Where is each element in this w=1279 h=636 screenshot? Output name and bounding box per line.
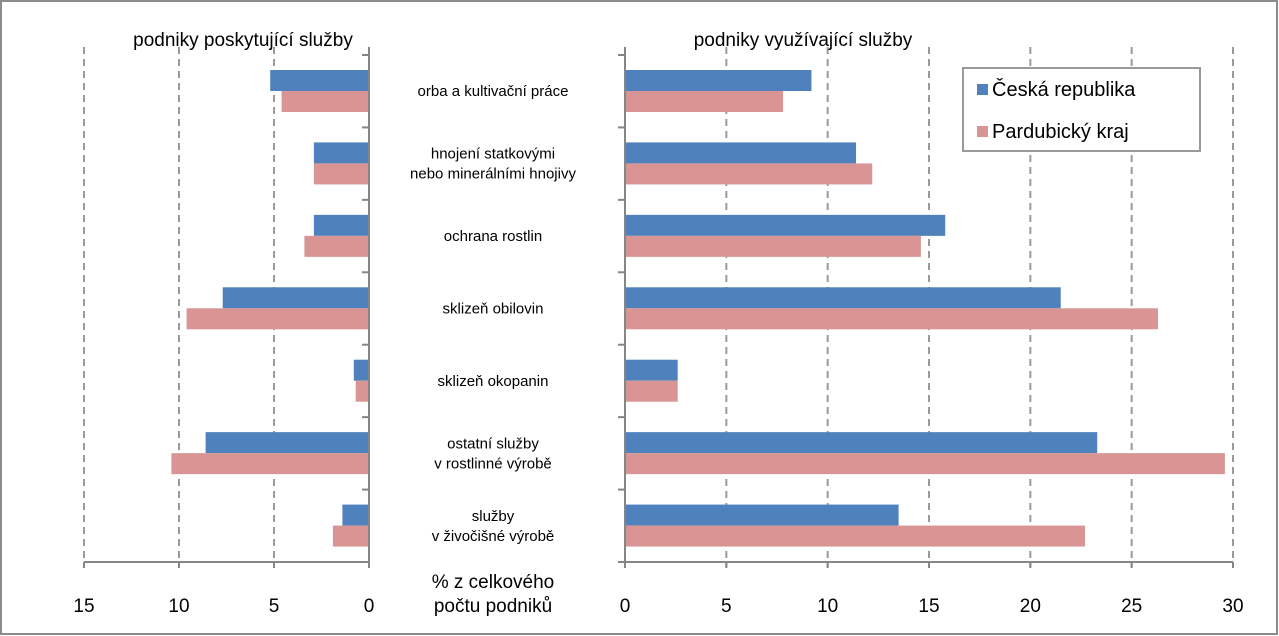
category-label-sklizen-okopanin-line1: sklizeň okopanin <box>438 373 549 390</box>
right-panel-title: podniky využívající služby <box>694 30 913 51</box>
legend-swatch-ceska-republika <box>977 84 988 95</box>
bar-right-ceska-republika-hnojeni-statkovymi-nebo-mineralnimi-hnojivy <box>625 142 857 164</box>
category-label-hnojeni-statkovymi-nebo-mineralnimi-hnojivy-line1: hnojení statkovými <box>431 146 555 163</box>
bar-right-pardubicky-kraj-ostatni-sluzby-v-rostlinne-vyrobe <box>625 453 1225 475</box>
x-axis-label-line1: % z celkového <box>432 572 555 593</box>
bar-left-pardubicky-kraj-sluzby-v-zivocisne-vyrobe <box>332 525 369 547</box>
category-label-ostatni-sluzby-v-rostlinne-vyrobe-line1: ostatní služby <box>447 435 539 452</box>
bar-left-pardubicky-kraj-ostatni-sluzby-v-rostlinne-vyrobe <box>171 453 369 475</box>
bar-left-ceska-republika-sklizen-obilovin <box>222 287 369 309</box>
x-tick-label-left-5: 5 <box>269 596 280 617</box>
category-label-ostatni-sluzby-v-rostlinne-vyrobe-line2: v rostlinné výrobě <box>434 455 552 472</box>
x-tick-label-right-0: 0 <box>620 596 631 617</box>
bar-right-pardubicky-kraj-ochrana-rostlin <box>625 235 921 257</box>
category-label-sklizen-obilovin-line1: sklizeň obilovin <box>443 301 544 318</box>
x-tick-label-left-15: 15 <box>73 596 94 617</box>
category-label-sluzby-v-zivocisne-vyrobe-line2: v živočišné výrobě <box>432 528 555 545</box>
bar-left-ceska-republika-orba-a-kultivacni-prace <box>270 70 369 91</box>
bar-left-pardubicky-kraj-sklizen-obilovin <box>186 308 369 330</box>
bar-right-ceska-republika-ochrana-rostlin <box>625 214 946 236</box>
bar-right-ceska-republika-sluzby-v-zivocisne-vyrobe <box>625 504 899 526</box>
left-panel-title: podniky poskytující služby <box>133 30 353 51</box>
bar-right-ceska-republika-ostatni-sluzby-v-rostlinne-vyrobe <box>625 432 1098 454</box>
bar-right-ceska-republika-sklizen-obilovin <box>625 287 1061 309</box>
x-tick-label-right-25: 25 <box>1121 596 1142 617</box>
bar-right-pardubicky-kraj-sklizen-okopanin <box>625 380 678 402</box>
bar-right-pardubicky-kraj-sluzby-v-zivocisne-vyrobe <box>625 525 1086 547</box>
bar-right-ceska-republika-orba-a-kultivacni-prace <box>625 70 812 91</box>
category-label-sluzby-v-zivocisne-vyrobe-line1: služby <box>472 508 515 525</box>
bar-left-ceska-republika-sklizen-okopanin <box>353 359 369 381</box>
legend-label-ceska-republika: Česká republika <box>992 78 1136 101</box>
x-axis-label-line2: počtu podniků <box>434 596 552 617</box>
x-tick-label-right-20: 20 <box>1020 596 1041 617</box>
bar-right-ceska-republika-sklizen-okopanin <box>625 359 678 381</box>
legend-label-pardubicky-kraj: Pardubický kraj <box>992 121 1129 143</box>
x-tick-label-right-10: 10 <box>817 596 838 617</box>
bar-left-pardubicky-kraj-orba-a-kultivacni-prace <box>281 91 369 112</box>
bar-left-ceska-republika-ostatni-sluzby-v-rostlinne-vyrobe <box>205 432 369 454</box>
bar-right-pardubicky-kraj-hnojeni-statkovymi-nebo-mineralnimi-hnojivy <box>625 163 873 185</box>
x-tick-label-right-30: 30 <box>1222 596 1243 617</box>
category-labels: orba a kultivační práce hnojení statkovým… <box>410 83 576 545</box>
x-tick-label-right-15: 15 <box>918 596 939 617</box>
bar-right-pardubicky-kraj-sklizen-obilovin <box>625 308 1159 330</box>
category-label-hnojeni-statkovymi-nebo-mineralnimi-hnojivy-line2: nebo minerálními hnojivy <box>410 166 576 183</box>
axes-layer <box>83 47 1234 568</box>
bar-left-ceska-republika-hnojeni-statkovymi-nebo-mineralnimi-hnojivy <box>313 142 369 164</box>
bar-left-pardubicky-kraj-sklizen-okopanin <box>355 380 369 402</box>
bar-left-pardubicky-kraj-hnojeni-statkovymi-nebo-mineralnimi-hnojivy <box>313 163 369 185</box>
legend: Česká republika Pardubický kraj <box>962 67 1201 152</box>
bar-left-ceska-republika-sluzby-v-zivocisne-vyrobe <box>342 504 369 526</box>
tick-labels: 15 10 5 0 0 5 10 15 20 25 30 <box>73 596 1243 617</box>
bars-layer <box>171 70 1225 547</box>
category-label-ochrana-rostlin-line1: ochrana rostlin <box>444 228 542 245</box>
x-tick-label-left-0: 0 <box>364 596 375 617</box>
legend-box <box>962 67 1201 152</box>
bar-right-pardubicky-kraj-orba-a-kultivacni-prace <box>625 91 784 112</box>
legend-swatch-pardubicky-kraj <box>977 126 988 137</box>
bar-left-pardubicky-kraj-ochrana-rostlin <box>304 235 369 257</box>
category-label-orba-a-kultivacni-prace-line1: orba a kultivační práce <box>418 83 569 100</box>
bar-left-ceska-republika-ochrana-rostlin <box>313 214 369 236</box>
x-tick-label-right-5: 5 <box>721 596 732 617</box>
x-tick-label-left-10: 10 <box>168 596 189 617</box>
